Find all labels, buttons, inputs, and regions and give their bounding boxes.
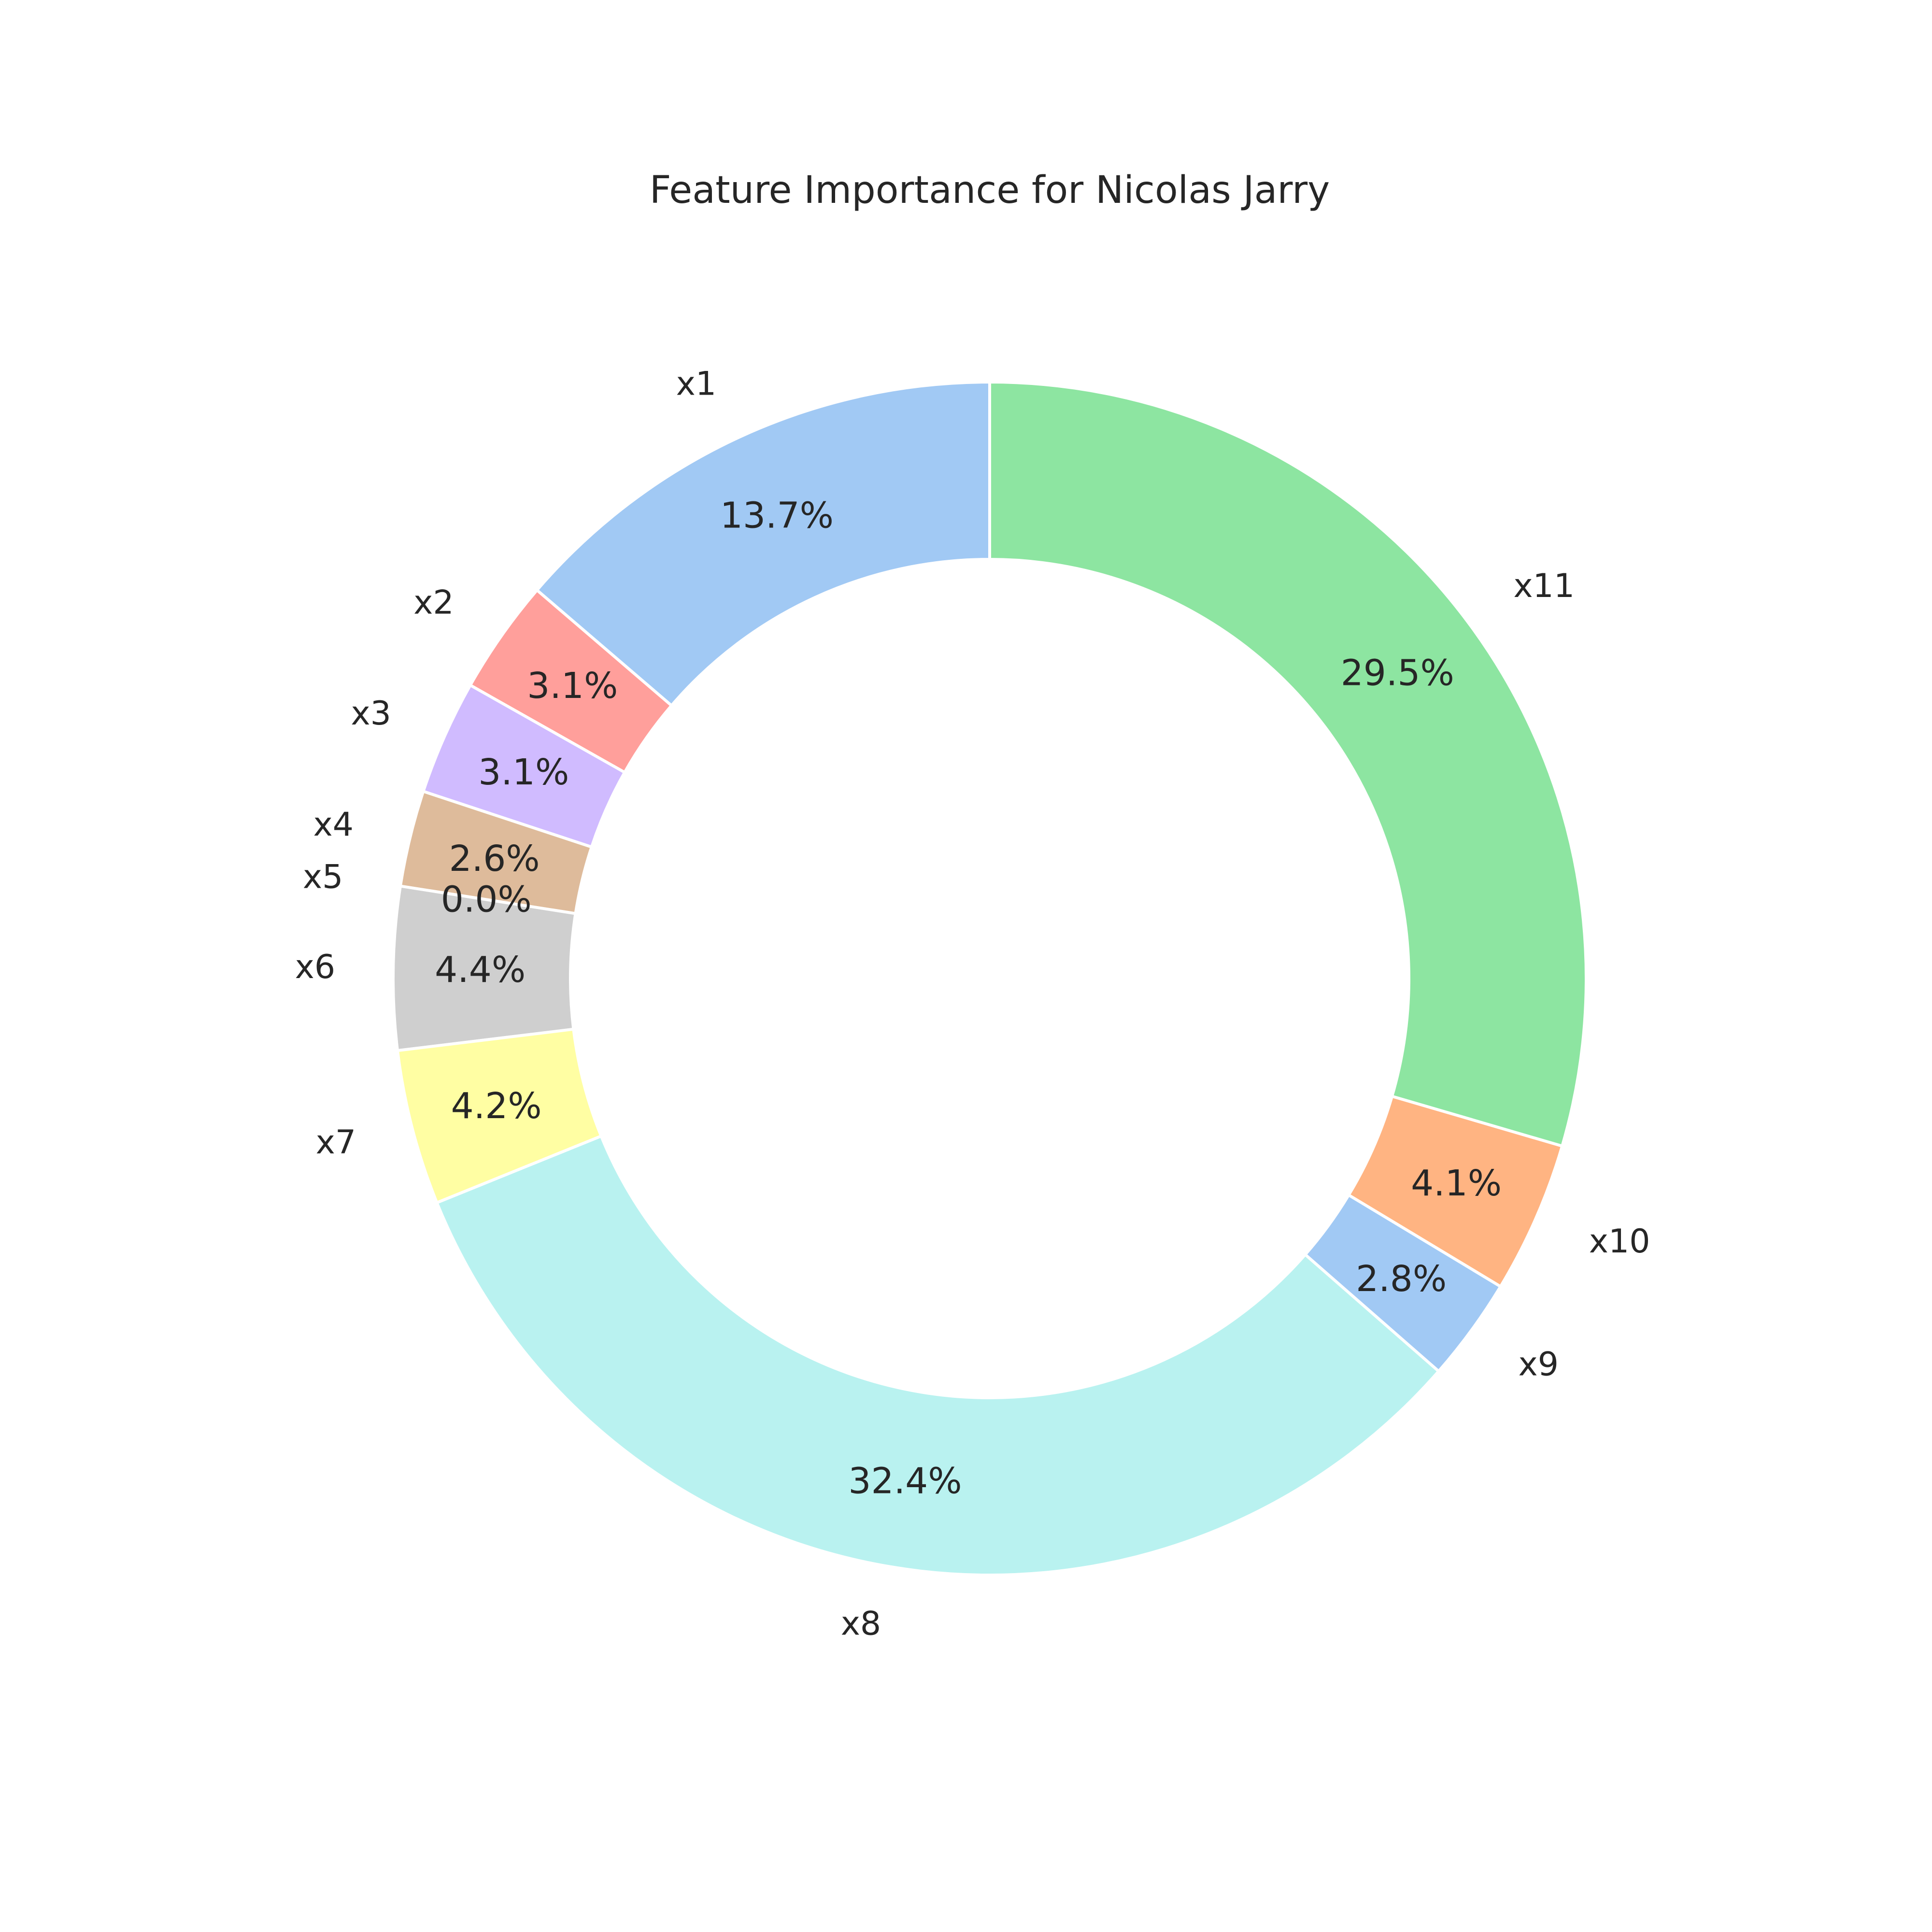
slice-x11 (988, 380, 1588, 1148)
percent-labels-group: 13.7% 3.1% 3.1% 2.6%0.0% 4.4% 4.2% 32.4% 2.8% 4.… (435, 495, 1502, 1502)
percent-label-x5: 0.0% (441, 879, 532, 920)
category-labels-group: x1 x2 x3 x4 x5 x6 x7 x8 x9 x10 x11 (295, 365, 1650, 1643)
category-label-x6: x6 (295, 948, 336, 986)
category-label-x11: x11 (1513, 567, 1575, 605)
category-label-x7: x7 (316, 1123, 356, 1162)
category-label-x4: x4 (313, 806, 354, 844)
slice-x1 (535, 380, 991, 708)
category-label-x8: x8 (841, 1605, 881, 1643)
slices-group (392, 380, 1588, 1577)
percent-label-x6: 4.4% (435, 949, 526, 991)
percent-label-x1: 13.7% (720, 495, 834, 536)
chart-title: Feature Importance for Nicolas Jarry (650, 169, 1330, 212)
percent-label-x4: 2.6% (449, 838, 540, 880)
percent-label-x9: 2.8% (1356, 1258, 1447, 1300)
percent-label-x7: 4.2% (451, 1085, 542, 1127)
percent-label-x10: 4.1% (1411, 1163, 1502, 1204)
percent-label-x8: 32.4% (848, 1460, 962, 1502)
category-label-x5: x5 (303, 858, 343, 896)
category-label-x3: x3 (351, 695, 391, 733)
percent-label-x2: 3.1% (527, 665, 618, 707)
category-label-x2: x2 (413, 583, 454, 622)
slice-x8 (435, 1134, 1441, 1577)
category-label-x10: x10 (1589, 1222, 1650, 1261)
percent-label-x11: 29.5% (1341, 652, 1454, 694)
category-label-x9: x9 (1518, 1345, 1559, 1383)
percent-label-x3: 3.1% (478, 752, 569, 793)
category-label-x1: x1 (676, 365, 717, 403)
